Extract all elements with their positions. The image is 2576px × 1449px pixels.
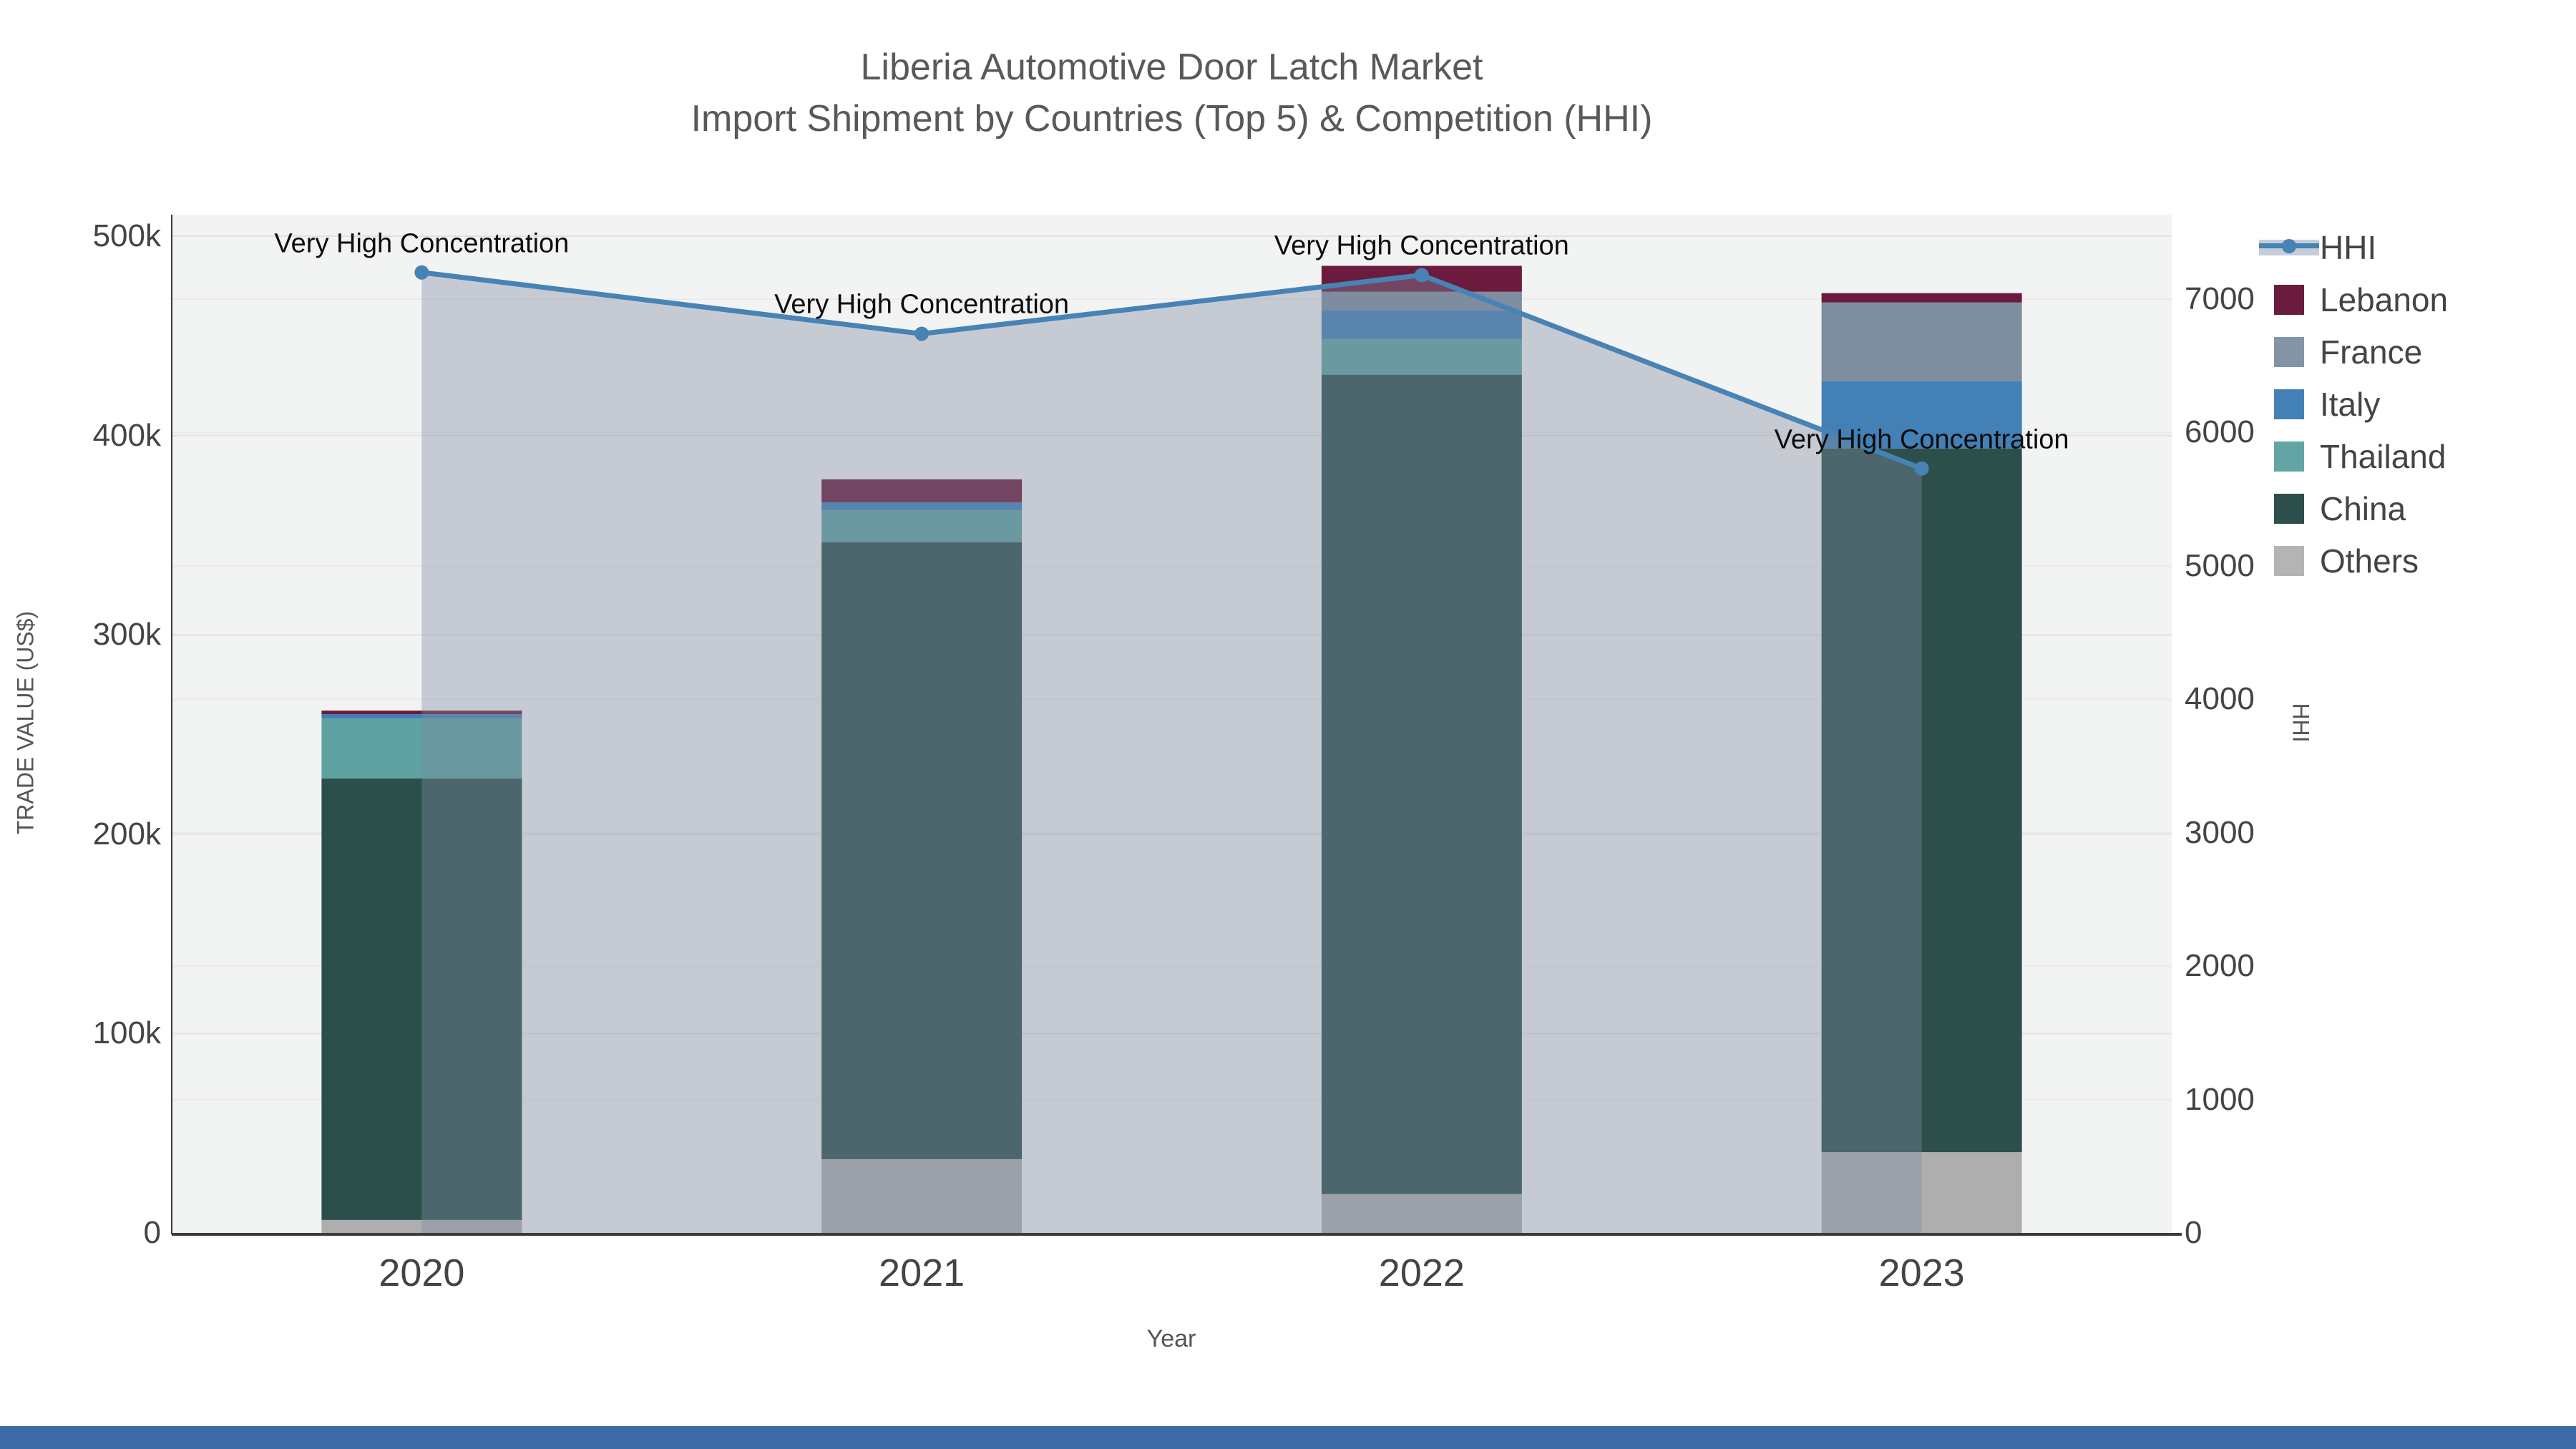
- hhi-marker-2021[interactable]: [914, 326, 930, 341]
- legend-label: France: [2320, 333, 2423, 371]
- legend: HHI Lebanon France Italy Thailand China Others: [2259, 228, 2448, 581]
- bar-segment-others-2021[interactable]: [821, 1158, 1023, 1233]
- y-right-tick-3000: 3000: [2185, 814, 2255, 850]
- y-right-tick-7000: 7000: [2185, 281, 2255, 316]
- x-tick-2023: 2023: [1878, 1252, 1965, 1294]
- china-swatch-icon: [2274, 494, 2304, 524]
- others-swatch-icon: [2274, 546, 2304, 576]
- hhi-line-swatch-icon: [2259, 233, 2319, 263]
- bar-segment-lebanon-2020[interactable]: [321, 711, 522, 715]
- legend-item-lebanon[interactable]: Lebanon: [2274, 280, 2448, 320]
- legend-item-thailand[interactable]: Thailand: [2274, 436, 2448, 477]
- hhi-line: [421, 270, 1923, 472]
- bar-segment-others-2023[interactable]: [1821, 1152, 2022, 1233]
- bar-segment-china-2020[interactable]: [321, 778, 522, 1220]
- france-swatch-icon: [2274, 337, 2304, 367]
- bar-segment-china-2021[interactable]: [821, 542, 1023, 1159]
- x-tick-2021: 2021: [879, 1252, 965, 1294]
- x-tick-2020: 2020: [379, 1252, 465, 1294]
- y-left-tick-500k: 500k: [92, 218, 161, 253]
- x-tick-2022: 2022: [1378, 1252, 1465, 1294]
- bar-segment-italy-2023[interactable]: [1821, 381, 2022, 449]
- bar-segment-italy-2022[interactable]: [1321, 310, 1522, 339]
- bar-segment-others-2020[interactable]: [321, 1219, 522, 1233]
- legend-label: Lebanon: [2320, 281, 2449, 318]
- legend-item-others[interactable]: Others: [2274, 541, 2448, 581]
- y-right-tick-5000: 5000: [2185, 547, 2255, 583]
- bar-segment-others-2022[interactable]: [1321, 1194, 1522, 1233]
- annotation-2021: Very High Concentration: [774, 289, 1070, 320]
- italy-swatch-icon: [2274, 389, 2304, 419]
- x-axis-title: Year: [1146, 1325, 1196, 1352]
- legend-label: HHI: [2320, 229, 2377, 266]
- y-left-tick-0: 0: [143, 1215, 161, 1250]
- hhi-marker-2023[interactable]: [1914, 461, 1929, 476]
- thailand-swatch-icon: [2274, 441, 2304, 472]
- annotation-2022: Very High Concentration: [1274, 230, 1569, 261]
- legend-item-france[interactable]: France: [2274, 332, 2448, 372]
- y-left-tick-300k: 300k: [92, 617, 161, 653]
- y-right-tick-1000: 1000: [2185, 1081, 2255, 1117]
- y-axis-title-right: HHI: [2288, 703, 2314, 743]
- bar-segment-thailand-2021[interactable]: [821, 510, 1023, 542]
- y-right-tick-4000: 4000: [2185, 681, 2255, 717]
- legend-item-italy[interactable]: Italy: [2274, 384, 2448, 424]
- bar-segment-lebanon-2023[interactable]: [1821, 293, 2022, 303]
- hhi-marker-2020[interactable]: [414, 265, 429, 280]
- hhi-marker-2022[interactable]: [1414, 268, 1429, 283]
- footer-bar: [0, 1426, 2576, 1449]
- y-left-tick-100k: 100k: [92, 1015, 161, 1051]
- y-right-tick-6000: 6000: [2185, 414, 2255, 450]
- y-right-tick-2000: 2000: [2185, 948, 2255, 984]
- y-axis-title-left: TRADE VALUE (US$): [12, 610, 39, 835]
- bar-segment-france-2023[interactable]: [1821, 302, 2022, 381]
- legend-label: Italy: [2320, 386, 2381, 423]
- bar-segment-china-2023[interactable]: [1821, 448, 2022, 1153]
- legend-item-china[interactable]: China: [2274, 489, 2448, 529]
- bar-segment-lebanon-2021[interactable]: [821, 479, 1023, 502]
- annotation-2023: Very High Concentration: [1774, 424, 2069, 455]
- chart-title-line2: Import Shipment by Countries (Top 5) & C…: [691, 98, 1653, 140]
- bar-segment-thailand-2022[interactable]: [1321, 338, 1522, 375]
- legend-label: China: [2320, 490, 2406, 527]
- y-right-tick-0: 0: [2185, 1215, 2202, 1250]
- bar-segment-thailand-2020[interactable]: [321, 718, 522, 779]
- y-left-tick-200k: 200k: [92, 816, 161, 852]
- y-left-tick-400k: 400k: [92, 417, 161, 453]
- legend-label: Thailand: [2320, 438, 2446, 475]
- legend-label: Others: [2320, 542, 2419, 580]
- bar-segment-china-2022[interactable]: [1321, 374, 1522, 1194]
- annotation-2020: Very High Concentration: [274, 228, 570, 259]
- bar-segment-italy-2020[interactable]: [321, 714, 522, 719]
- lebanon-swatch-icon: [2274, 285, 2304, 315]
- hhi-area-fill: [421, 272, 1922, 1233]
- legend-item-hhi[interactable]: HHI: [2259, 228, 2448, 268]
- chart-title-line1: Liberia Automotive Door Latch Market: [860, 47, 1483, 88]
- bar-segment-italy-2021[interactable]: [821, 502, 1023, 511]
- chart-title: Liberia Automotive Door Latch Market Imp…: [172, 42, 2172, 145]
